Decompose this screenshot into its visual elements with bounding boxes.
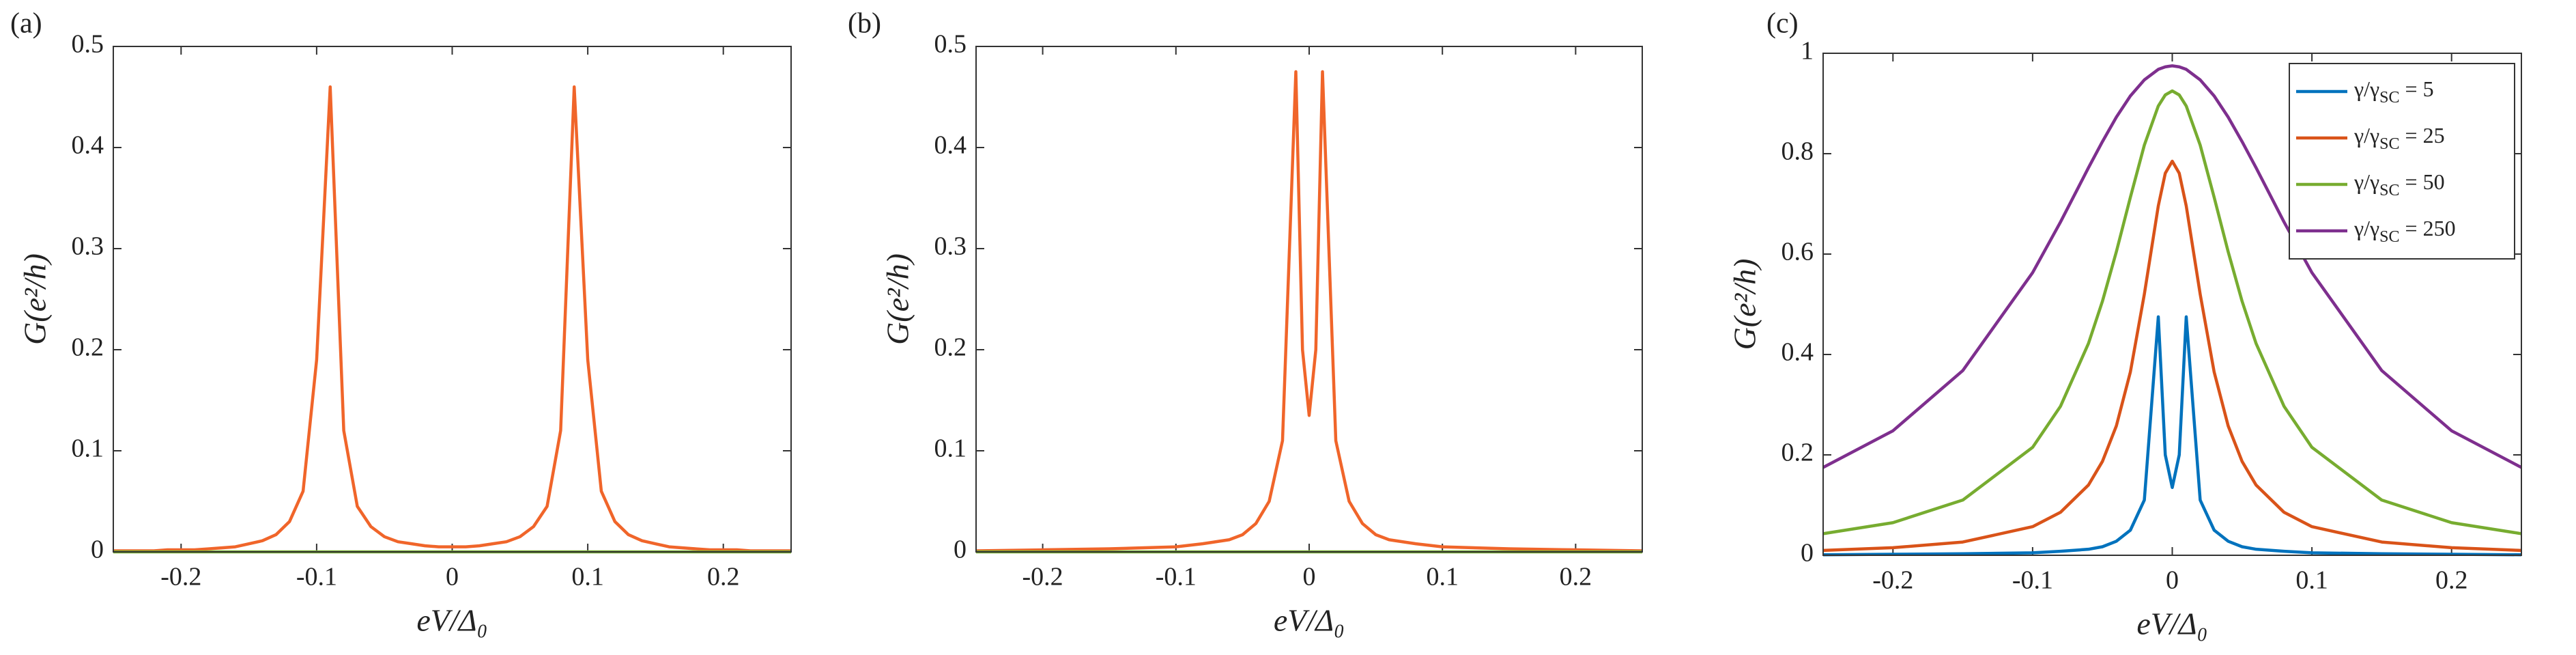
panel-label: (a) bbox=[10, 8, 42, 40]
y-tick-label: 0 bbox=[91, 535, 104, 564]
x-tick-label: 0.2 bbox=[1560, 563, 1592, 591]
panel: (b) -0.2 -0.1 0 0.1 0.2 0 0.1 0.2 0.3 0.4 0.5 eV/Δ₀ G… bbox=[848, 8, 1643, 638]
y-tick-label: 0.5 bbox=[934, 30, 967, 59]
x-tick-label: 0.2 bbox=[2435, 566, 2468, 595]
y-axis-label: G(e²/h) bbox=[1728, 259, 1762, 350]
series-line bbox=[975, 70, 1643, 553]
legend-label: γ/γSC = 50 bbox=[2353, 169, 2445, 199]
y-tick-label: 0.3 bbox=[934, 232, 967, 261]
series-line bbox=[113, 85, 791, 553]
x-tick-label: -0.2 bbox=[160, 563, 201, 591]
x-tick-label: 0.2 bbox=[707, 563, 740, 591]
y-tick-label: 0.1 bbox=[934, 434, 967, 463]
x-axis-label: eV/Δ₀ bbox=[1274, 603, 1345, 638]
series-line bbox=[1822, 159, 2522, 553]
panel: (a) -0.2 -0.1 0 0.1 0.2 0 0.1 0.2 0.3 0.4 0.5 eV/Δ₀ G… bbox=[10, 8, 792, 638]
x-tick-label: 0.1 bbox=[2295, 566, 2328, 595]
x-axis-label: eV/Δ₀ bbox=[416, 603, 487, 638]
y-tick-label: 0.6 bbox=[1781, 238, 1814, 266]
y-tick-label: 0 bbox=[954, 535, 967, 564]
y-tick-label: 0.2 bbox=[934, 333, 967, 362]
y-tick-label: 0 bbox=[1801, 539, 1814, 568]
x-tick-label: -0.1 bbox=[296, 563, 337, 591]
x-tick-label: 0 bbox=[2166, 566, 2179, 595]
x-tick-label: -0.1 bbox=[2012, 566, 2053, 595]
series-line bbox=[1822, 89, 2522, 535]
legend-label: γ/γSC = 250 bbox=[2353, 216, 2456, 245]
y-tick-label: 0.2 bbox=[1781, 438, 1814, 467]
axes-box bbox=[975, 46, 1643, 553]
y-tick-label: 1 bbox=[1801, 37, 1814, 66]
y-tick-label: 0.3 bbox=[72, 232, 104, 261]
y-axis-label: G(e²/h) bbox=[881, 253, 915, 345]
y-tick-label: 0.4 bbox=[934, 131, 967, 160]
y-tick-label: 0.4 bbox=[1781, 338, 1814, 367]
y-tick-label: 0.5 bbox=[72, 30, 104, 59]
x-tick-label: 0.1 bbox=[1426, 563, 1459, 591]
x-tick-label: -0.1 bbox=[1156, 563, 1197, 591]
y-tick-label: 0.2 bbox=[72, 333, 104, 362]
x-tick-label: -0.2 bbox=[1872, 566, 1913, 595]
y-tick-label: 0.4 bbox=[72, 131, 104, 160]
panel-label: (c) bbox=[1766, 8, 1799, 40]
legend-label: γ/γSC = 25 bbox=[2353, 123, 2445, 152]
x-tick-label: -0.2 bbox=[1022, 563, 1063, 591]
x-tick-label: 0 bbox=[446, 563, 459, 591]
axes-box bbox=[113, 46, 792, 553]
legend-label: γ/γSC = 5 bbox=[2353, 76, 2434, 106]
y-tick-label: 0.1 bbox=[72, 434, 104, 463]
x-tick-label: 0.1 bbox=[571, 563, 604, 591]
x-tick-label: 0 bbox=[1303, 563, 1316, 591]
y-axis-label: G(e²/h) bbox=[18, 253, 53, 345]
series-line bbox=[1822, 315, 2522, 557]
y-tick-label: 0.8 bbox=[1781, 137, 1814, 166]
x-axis-label: eV/Δ₀ bbox=[2136, 607, 2207, 641]
axes-box bbox=[1822, 53, 2522, 556]
series-line bbox=[1822, 64, 2523, 469]
legend-box bbox=[2289, 63, 2515, 260]
panel: (c) -0.2 -0.1 0 0.1 0.2 0 0.2 0.4 0.6 0.8 1 eV/Δ₀ G(e… bbox=[1728, 8, 2523, 641]
panel-label: (b) bbox=[848, 8, 881, 40]
